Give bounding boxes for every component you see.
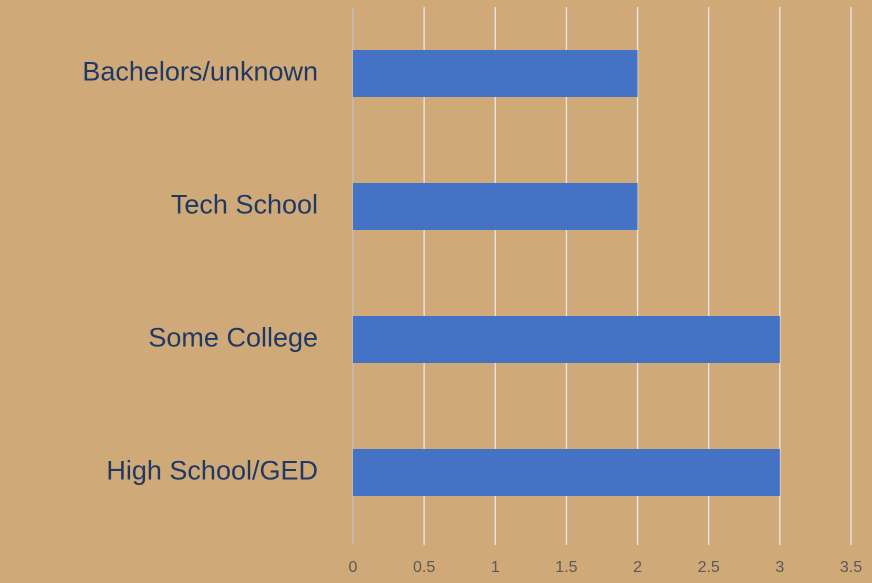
y-tick-label: Bachelors/unknown: [82, 57, 318, 87]
x-tick-label: 1.5: [555, 559, 577, 576]
bar: [353, 50, 638, 97]
x-tick-label: 2.5: [698, 559, 720, 576]
x-tick-label: 0: [349, 559, 358, 576]
x-tick-label: 1: [491, 559, 500, 576]
bar: [353, 183, 638, 230]
x-tick-label: 2: [633, 559, 642, 576]
x-tick-label: 3.5: [840, 559, 862, 576]
x-tick-label: 0.5: [413, 559, 435, 576]
y-tick-label: High School/GED: [106, 456, 318, 486]
y-tick-label: Tech School: [171, 190, 318, 220]
bar: [353, 449, 780, 496]
bar: [353, 316, 780, 363]
y-tick-label: Some College: [148, 323, 318, 353]
x-tick-label: 3: [775, 559, 784, 576]
